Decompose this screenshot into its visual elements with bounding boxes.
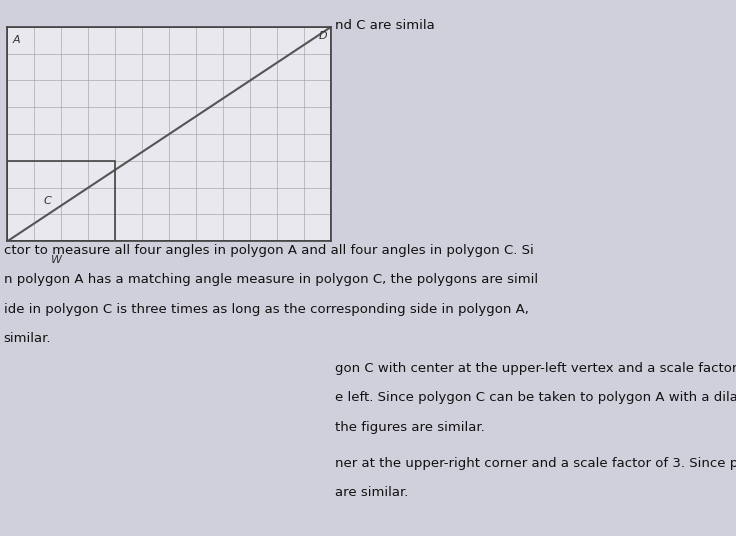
Text: e left. Since polygon C can be taken to polygon A with a dilation followed by a: e left. Since polygon C can be taken to … [335,391,736,404]
Text: W: W [51,255,61,265]
Text: C: C [44,196,52,206]
Text: n polygon A has a matching angle measure in polygon C, the polygons are simil: n polygon A has a matching angle measure… [4,273,538,286]
Text: D: D [319,31,327,41]
Text: ctor to measure all four angles in polygon A and all four angles in polygon C. S: ctor to measure all four angles in polyg… [4,244,534,257]
Text: gon C with center at the upper-left vertex and a scale factor of 1/3. Then, tran: gon C with center at the upper-left vert… [335,362,736,375]
Text: the figures are similar.: the figures are similar. [335,421,484,434]
Text: A: A [13,35,21,45]
Text: similar.: similar. [4,332,52,345]
Text: ide in polygon C is three times as long as the corresponding side in polygon A,: ide in polygon C is three times as long … [4,303,528,316]
Bar [7,161,116,241]
Text: ner at the upper-right corner and a scale factor of 3. Since poly: ner at the upper-right corner and a scal… [335,457,736,470]
Text: are similar.: are similar. [335,486,408,499]
Text: nd C are simila: nd C are simila [335,19,435,32]
